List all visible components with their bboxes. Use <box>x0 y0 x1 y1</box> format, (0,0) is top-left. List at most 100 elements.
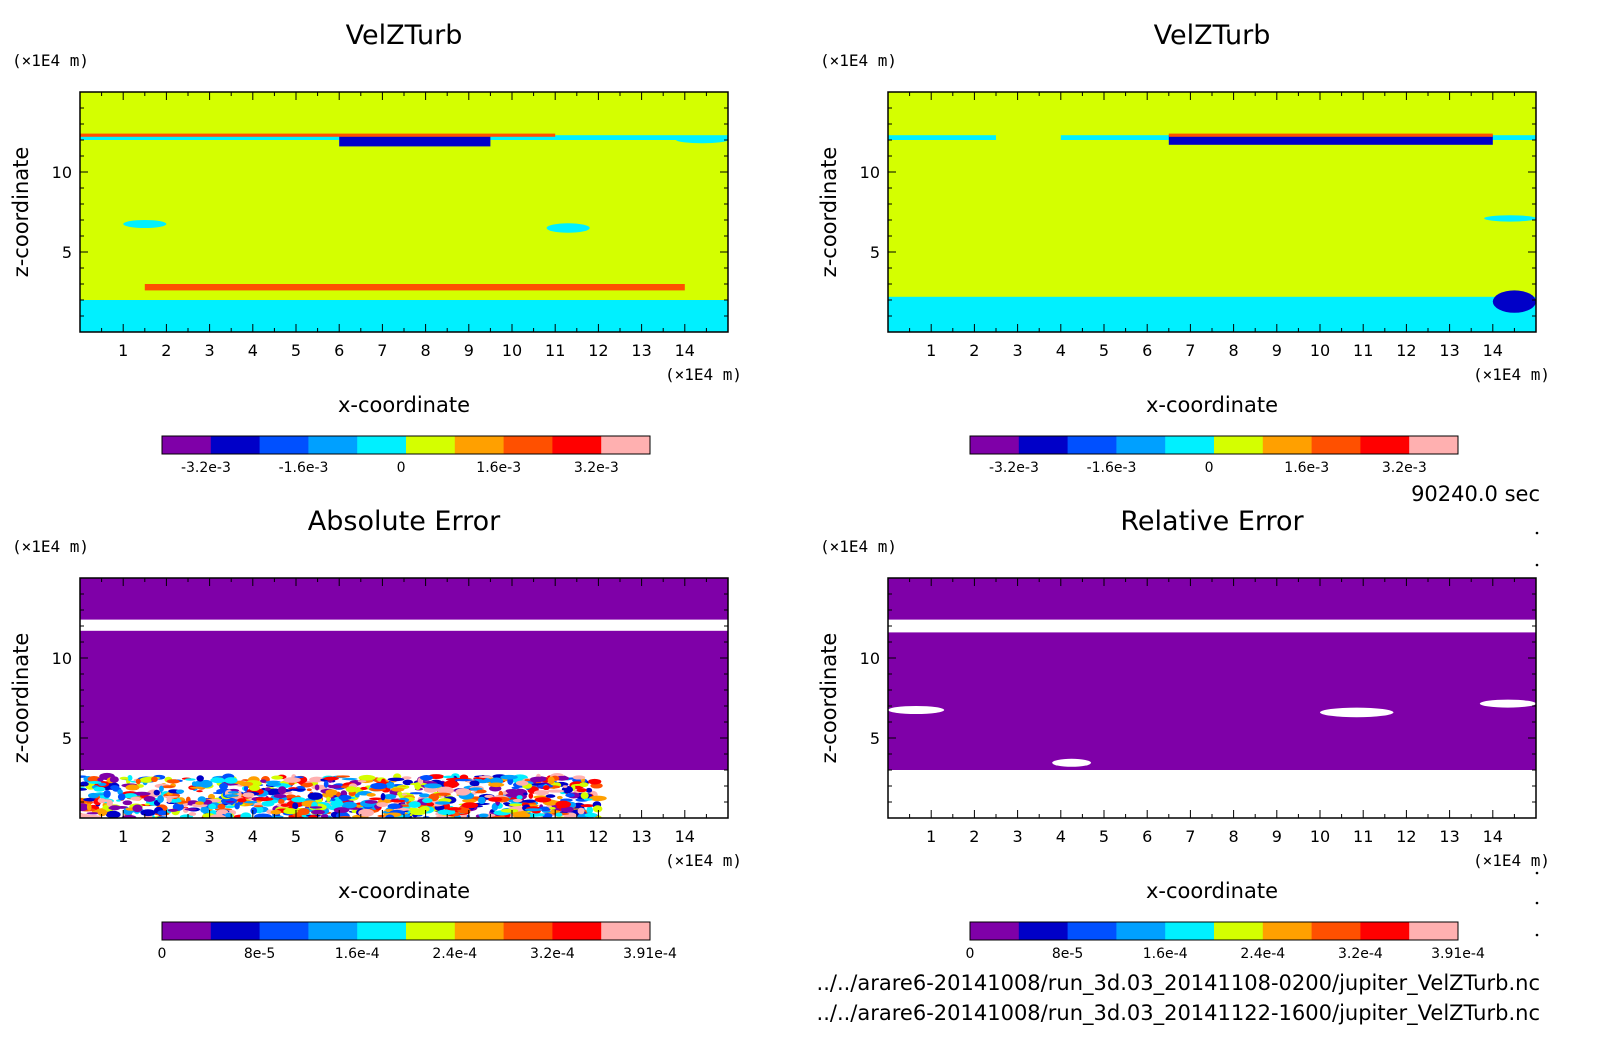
colorbar-swatch <box>1067 436 1117 454</box>
field-noise-mark <box>381 778 386 785</box>
field-noise-mark <box>389 799 406 803</box>
x-tick-label: 1 <box>118 341 128 360</box>
field-noise-mark <box>484 794 494 798</box>
field-noise-mark <box>227 791 239 794</box>
field-noise-mark <box>338 794 352 801</box>
field-noise-mark <box>478 813 489 818</box>
field-noise-mark <box>161 785 175 789</box>
field-noise-mark <box>84 814 102 818</box>
field-noise-mark <box>323 780 329 788</box>
field-noise-mark <box>488 797 503 802</box>
colorbar-swatch <box>552 922 602 940</box>
colorbar-swatch <box>406 436 456 454</box>
field-noise-mark <box>196 775 204 782</box>
field-noise-mark <box>523 799 536 803</box>
field-noise-mark <box>151 776 158 783</box>
y-tick-label: 5 <box>870 729 880 748</box>
chart-panel-4: Relative Error(×1E4 m)1 2 3 4 5 6 7 8 9 10 11 12 13 1… <box>817 506 1550 962</box>
field-background <box>888 92 1536 332</box>
field-noise-mark <box>191 803 208 808</box>
field-noise-mark <box>576 788 587 793</box>
field-noise-mark <box>476 789 487 794</box>
field-band <box>80 619 728 631</box>
field-noise-mark <box>390 787 405 792</box>
y-tick-label: 10 <box>52 163 72 182</box>
field-noise-mark <box>364 800 378 804</box>
y-axis-label: z-coordinate <box>9 147 33 278</box>
field-noise-mark <box>330 800 344 807</box>
colorbar-swatch <box>601 922 651 940</box>
field-noise-mark <box>592 805 603 813</box>
field-noise-mark <box>341 777 358 781</box>
colorbar-label: 0 <box>158 946 167 962</box>
field-noise-mark <box>516 795 523 800</box>
x-tick-label: 10 <box>1310 341 1330 360</box>
field-noise-mark <box>184 808 197 811</box>
field-band <box>888 619 1536 633</box>
field-noise-mark <box>200 806 210 814</box>
x-tick-label: 1 <box>926 341 936 360</box>
colorbar-swatch <box>503 922 553 940</box>
x-unit-label: (×1E4 m) <box>665 365 742 384</box>
y-tick-label: 5 <box>62 243 72 262</box>
field-noise-mark <box>327 784 342 789</box>
field-noise-mark <box>243 785 249 792</box>
x-tick-label: 5 <box>291 827 301 846</box>
x-tick-label: 3 <box>205 341 215 360</box>
colorbar-label: 2.4e-4 <box>432 946 477 962</box>
field-background <box>80 92 728 332</box>
colorbar-swatch <box>1067 922 1117 940</box>
field-noise-mark <box>345 786 358 793</box>
field-noise-mark <box>341 803 357 809</box>
x-axis-label: x-coordinate <box>1146 879 1278 903</box>
field-noise-mark <box>572 775 586 780</box>
x-tick-label: 10 <box>1310 827 1330 846</box>
y-tick-label: 10 <box>52 649 72 668</box>
x-tick-label: 5 <box>1099 341 1109 360</box>
x-tick-label: 14 <box>675 827 695 846</box>
field-noise-mark <box>555 800 572 808</box>
field-noise-mark <box>515 780 529 786</box>
field-noise-mark <box>83 797 97 802</box>
field-noise-mark <box>106 799 113 807</box>
field-noise-mark <box>172 802 184 811</box>
field-noise-mark <box>354 793 360 798</box>
x-tick-label: 11 <box>545 827 565 846</box>
field-noise-mark <box>437 809 456 816</box>
x-tick-label: 14 <box>1483 341 1503 360</box>
field-noise-mark <box>109 805 121 811</box>
field-noise-mark <box>585 787 593 793</box>
field-noise-mark <box>225 800 235 803</box>
field-noise-mark <box>197 796 207 803</box>
x-tick-label: 2 <box>161 341 171 360</box>
chart-panel-2: VelZTurb(×1E4 m)1 2 3 4 5 6 7 8 9 10 11 12 13 14510(×… <box>817 20 1550 476</box>
field-noise-mark <box>404 814 411 818</box>
field-blob <box>1052 758 1092 767</box>
field-noise-mark <box>545 794 556 798</box>
field-noise-mark <box>291 797 306 803</box>
x-tick-label: 1 <box>118 827 128 846</box>
field-noise-mark <box>219 782 228 790</box>
field-noise-mark <box>140 809 156 817</box>
field-noise-mark <box>462 798 477 803</box>
field-noise-mark <box>166 779 180 784</box>
y-unit-label: (×1E4 m) <box>12 51 89 70</box>
field-noise-mark <box>117 793 126 801</box>
field-noise-mark <box>369 797 384 801</box>
field-band <box>1168 135 1493 145</box>
colorbar-swatch <box>1360 436 1410 454</box>
colorbar-label: -1.6e-3 <box>279 460 329 476</box>
field-noise-mark <box>119 776 129 780</box>
field-blob <box>1484 215 1536 222</box>
field-noise-mark <box>547 776 555 785</box>
x-tick-label: 7 <box>377 341 387 360</box>
field-noise-mark <box>109 776 119 783</box>
field-noise-mark <box>153 789 160 796</box>
colorbar-label: 1.6e-3 <box>476 460 521 476</box>
x-tick-label: 7 <box>1185 827 1195 846</box>
field-noise-mark <box>93 786 106 792</box>
field-noise-mark <box>97 808 108 817</box>
field-noise-mark <box>306 788 312 792</box>
field-noise-mark <box>455 788 471 796</box>
